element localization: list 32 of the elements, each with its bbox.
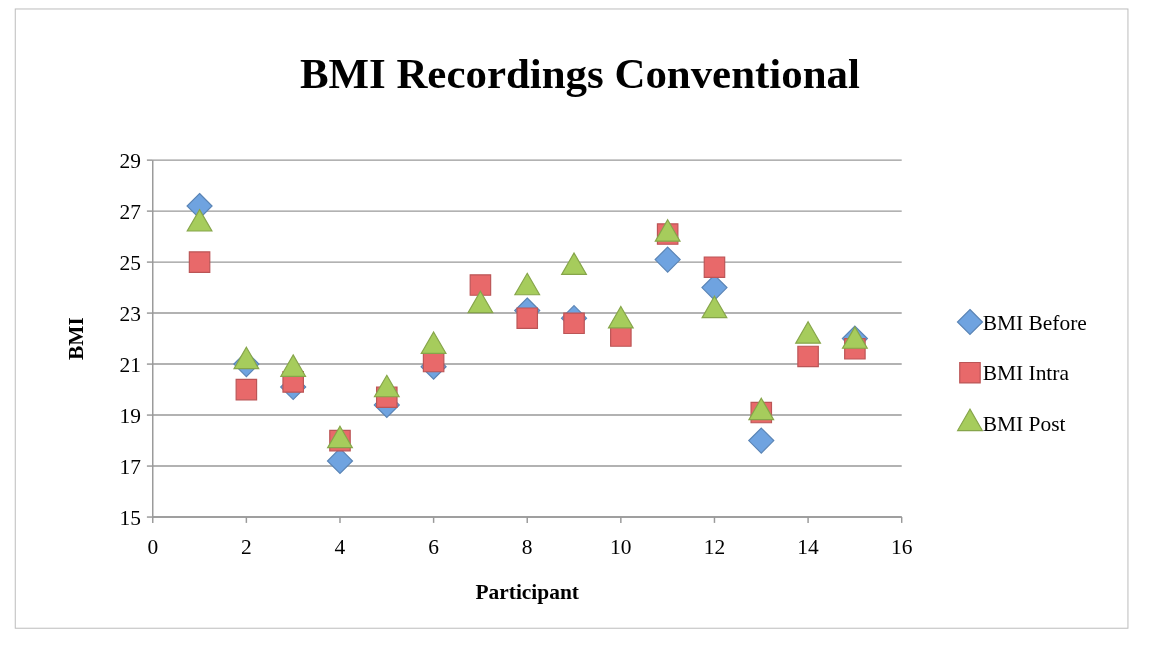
point	[235, 378, 258, 401]
x-tick-label: 2	[241, 535, 252, 560]
y-tick-label: 27	[119, 199, 142, 224]
point	[188, 251, 211, 273]
y-tick-label: 15	[119, 505, 142, 530]
y-tick-label: 25	[119, 250, 142, 275]
x-tick-label: 0	[147, 535, 159, 560]
y-tick-label: 17	[119, 454, 142, 479]
point	[654, 246, 681, 273]
y-tick-label: 19	[119, 403, 142, 428]
x-tick-label: 6	[428, 535, 440, 560]
x-tick-label: 12	[703, 535, 726, 560]
legend-label: BMI Intra	[982, 361, 1070, 386]
point	[748, 427, 775, 454]
x-tick-label: 14	[797, 535, 820, 560]
x-tick-label: 8	[521, 535, 533, 560]
y-axis-title: BMI	[63, 317, 88, 361]
y-tick-label: 29	[119, 148, 142, 173]
point	[797, 345, 819, 368]
x-axis-title: Participant	[475, 579, 580, 604]
point	[469, 274, 492, 296]
chart-title: BMI Recordings Conventional	[299, 49, 860, 97]
point	[703, 256, 726, 279]
legend-label: BMI Before	[982, 310, 1087, 335]
y-tick-label: 23	[119, 301, 142, 326]
y-tick-label: 21	[119, 352, 142, 377]
point	[516, 307, 539, 330]
x-tick-label: 16	[890, 535, 913, 560]
x-tick-label: 10	[610, 535, 632, 560]
point	[563, 312, 585, 335]
x-tick-label: 4	[334, 535, 346, 560]
legend-label: BMI Post	[982, 411, 1066, 436]
